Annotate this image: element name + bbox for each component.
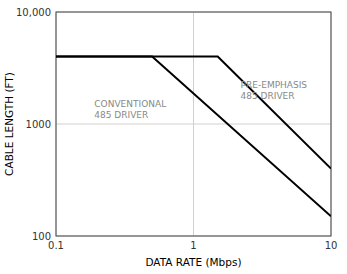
series-line [56, 57, 331, 169]
y-tick-label: 1000 [26, 119, 51, 130]
annotation: CONVENTIONAL [94, 99, 166, 109]
annotation: 485 DRIVER [94, 110, 148, 120]
x-tick-label: 1 [190, 240, 196, 251]
y-tick-label: 10,000 [16, 7, 51, 18]
annotation: 485 DRIVER [241, 91, 295, 101]
series-line [56, 57, 331, 217]
y-tick-label: 100 [32, 231, 51, 242]
x-tick-label: 10 [325, 240, 338, 251]
x-tick-label: 0.1 [48, 240, 64, 251]
plot-frame [56, 12, 331, 236]
lines [56, 57, 331, 217]
annotation: PRE-EMPHASIS [241, 80, 308, 90]
chart: 0.1110100100010,000CONVENTIONAL485 DRIVE… [0, 0, 347, 274]
grid [56, 12, 331, 236]
x-axis-label: DATA RATE (Mbps) [145, 256, 241, 268]
y-grid-line [56, 124, 331, 125]
y-axis-label: CABLE LENGTH (FT) [3, 72, 15, 176]
